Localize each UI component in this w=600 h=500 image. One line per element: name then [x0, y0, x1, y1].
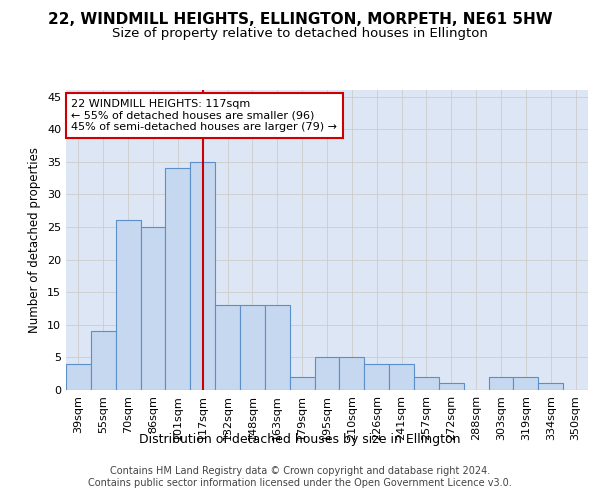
Bar [91, 332, 116, 390]
Bar [514, 377, 538, 390]
Bar [290, 377, 314, 390]
Bar [265, 305, 290, 390]
Bar [389, 364, 414, 390]
Bar [116, 220, 140, 390]
Bar [166, 168, 190, 390]
Bar [314, 358, 340, 390]
Bar [488, 377, 514, 390]
Bar [190, 162, 215, 390]
Bar [240, 305, 265, 390]
Bar [215, 305, 240, 390]
Bar [538, 384, 563, 390]
Text: Distribution of detached houses by size in Ellington: Distribution of detached houses by size … [139, 432, 461, 446]
Bar [414, 377, 439, 390]
Bar [66, 364, 91, 390]
Bar [340, 358, 364, 390]
Bar [439, 384, 464, 390]
Text: 22, WINDMILL HEIGHTS, ELLINGTON, MORPETH, NE61 5HW: 22, WINDMILL HEIGHTS, ELLINGTON, MORPETH… [47, 12, 553, 28]
Text: Size of property relative to detached houses in Ellington: Size of property relative to detached ho… [112, 28, 488, 40]
Y-axis label: Number of detached properties: Number of detached properties [28, 147, 41, 333]
Bar [364, 364, 389, 390]
Bar [140, 227, 166, 390]
Text: 22 WINDMILL HEIGHTS: 117sqm
← 55% of detached houses are smaller (96)
45% of sem: 22 WINDMILL HEIGHTS: 117sqm ← 55% of det… [71, 99, 337, 132]
Text: Contains HM Land Registry data © Crown copyright and database right 2024.
Contai: Contains HM Land Registry data © Crown c… [88, 466, 512, 487]
